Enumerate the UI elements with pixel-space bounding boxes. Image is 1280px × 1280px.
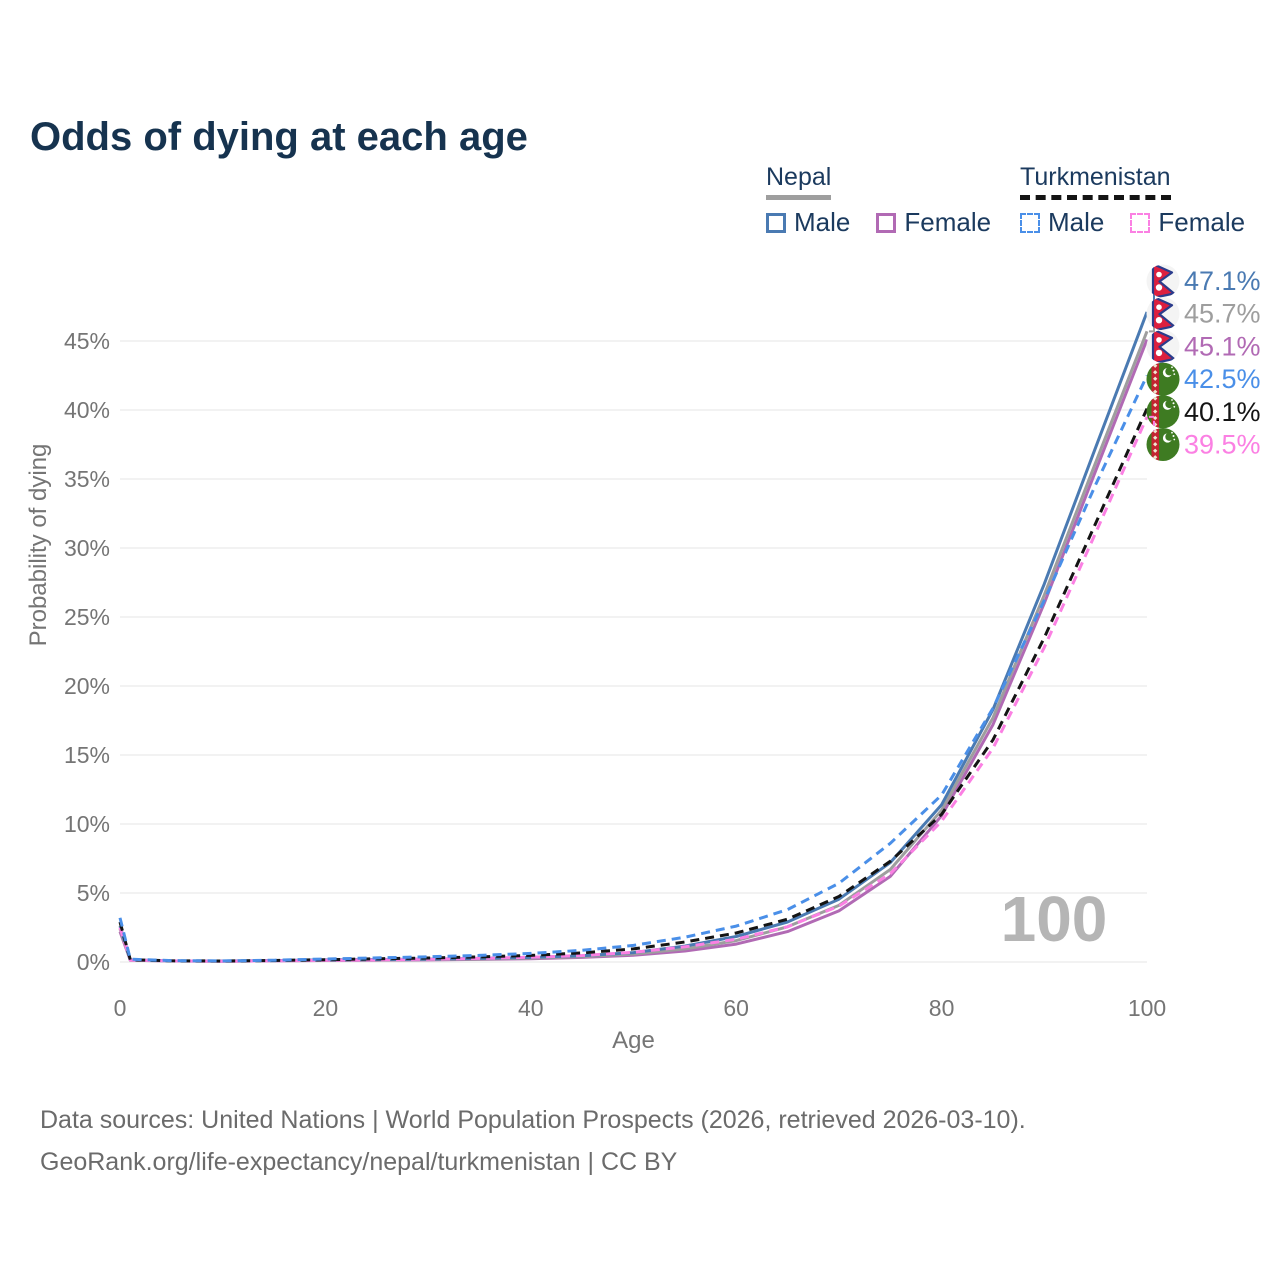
- end-value-label-nepal-male: 47.1%: [1184, 266, 1261, 296]
- legend-header-nepal[interactable]: Nepal: [766, 163, 832, 200]
- y-tick-label: 10%: [64, 811, 110, 837]
- y-tick-label: 0%: [77, 949, 110, 975]
- data-sources-text: Data sources: United Nations | World Pop…: [40, 1106, 1026, 1134]
- nepal-flag-icon: [1147, 329, 1180, 363]
- legend-item-turkmenistan-male[interactable]: Male: [1020, 207, 1104, 238]
- turkmenistan-flag-icon: [1147, 395, 1180, 429]
- end-value-label-nepal-female: 45.1%: [1184, 331, 1261, 361]
- turkmenistan-flag-icon: [1147, 362, 1180, 396]
- series-line-nepal-female[interactable]: [118, 339, 1149, 963]
- x-tick-label: 80: [929, 995, 955, 1021]
- legend-group-turkmenistan: Turkmenistan Male Female: [1020, 163, 1245, 238]
- end-value-label-turkmenistan-both: 40.1%: [1184, 397, 1261, 427]
- legend-item-nepal-male[interactable]: Male: [766, 207, 850, 238]
- x-tick-label: 40: [518, 995, 544, 1021]
- end-value-label-nepal-both: 45.7%: [1184, 299, 1261, 329]
- legend-header-turkmenistan[interactable]: Turkmenistan: [1020, 163, 1171, 200]
- legend-item-nepal-female[interactable]: Female: [876, 207, 991, 238]
- y-tick-label: 40%: [64, 397, 110, 423]
- legend-item-turkmenistan-female[interactable]: Female: [1130, 207, 1245, 238]
- x-tick-label: 60: [723, 995, 749, 1021]
- page-title: Odds of dying at each age: [30, 114, 528, 159]
- series-line-nepal-male[interactable]: [118, 311, 1149, 963]
- series-line-turkmenistan-male[interactable]: [118, 374, 1149, 963]
- nepal-male-swatch-icon: [766, 212, 786, 233]
- x-tick-label: 100: [1128, 995, 1166, 1021]
- nepal-flag-icon: [1147, 297, 1180, 331]
- age-cursor-watermark: 100: [1001, 883, 1108, 955]
- legend-item-label: Female: [1158, 207, 1246, 237]
- turkmenistan-flag-icon: [1147, 428, 1180, 462]
- nepal-flag-icon: [1147, 264, 1180, 298]
- legend-item-label: Female: [904, 207, 992, 237]
- y-tick-label: 45%: [64, 328, 110, 354]
- y-tick-label: 35%: [64, 466, 110, 492]
- legend-item-label: Male: [1048, 207, 1105, 237]
- turkmenistan-female-swatch-icon: [1130, 212, 1151, 233]
- series-line-turkmenistan-female[interactable]: [118, 416, 1149, 963]
- y-tick-label: 5%: [77, 880, 110, 906]
- x-axis-title: Age: [612, 1027, 655, 1054]
- y-tick-label: 30%: [64, 535, 110, 561]
- y-tick-label: 25%: [64, 604, 110, 630]
- end-value-label-turkmenistan-female: 39.5%: [1184, 430, 1261, 460]
- legend-items-turkmenistan: Male Female: [1020, 207, 1245, 238]
- y-tick-label: 15%: [64, 742, 110, 768]
- legend-item-label: Male: [794, 207, 851, 237]
- series-line-turkmenistan-both[interactable]: [118, 407, 1149, 963]
- x-tick-label: 20: [313, 995, 339, 1021]
- attribution-url-text: GeoRank.org/life-expectancy/nepal/turkme…: [40, 1148, 678, 1176]
- x-tick-label: 0: [114, 995, 127, 1021]
- legend-group-nepal: Nepal Male Female: [766, 163, 991, 238]
- series-line-nepal-both[interactable]: [118, 330, 1149, 963]
- turkmenistan-male-swatch-icon: [1020, 212, 1040, 233]
- y-axis-title: Probability of dying: [25, 444, 52, 647]
- nepal-female-swatch-icon: [876, 212, 897, 233]
- y-tick-label: 20%: [64, 673, 110, 699]
- end-value-label-turkmenistan-male: 42.5%: [1184, 364, 1261, 394]
- legend-items-nepal: Male Female: [766, 207, 991, 238]
